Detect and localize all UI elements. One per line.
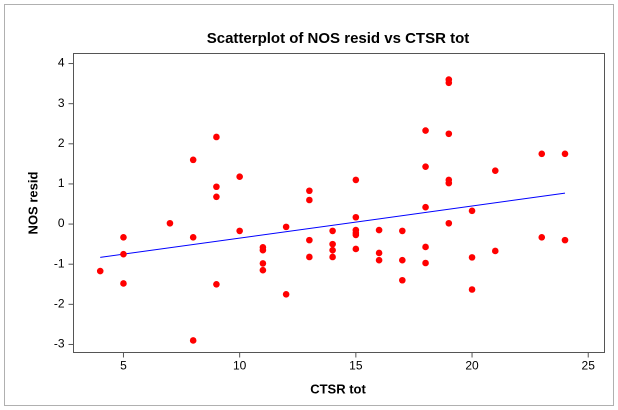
point <box>422 243 429 251</box>
point <box>468 254 476 261</box>
point <box>236 227 243 235</box>
x-tick-label: 5 <box>120 359 127 373</box>
x-axis-label: CTSR tot <box>310 381 366 396</box>
point <box>329 227 336 235</box>
point <box>306 253 313 261</box>
x-tick-label: 20 <box>465 359 479 373</box>
point <box>422 163 429 170</box>
point <box>329 240 336 248</box>
x-tick-label: 10 <box>233 359 247 373</box>
point <box>213 280 220 288</box>
point <box>491 247 499 255</box>
point <box>538 234 546 241</box>
point <box>236 173 243 181</box>
point <box>166 219 174 227</box>
point <box>352 213 360 221</box>
plot-frame <box>73 53 605 353</box>
point <box>399 276 406 284</box>
x-tick-label: 15 <box>349 359 363 373</box>
point <box>375 256 383 264</box>
point <box>282 223 290 231</box>
point <box>422 203 429 211</box>
point <box>491 167 499 174</box>
point <box>306 196 313 204</box>
x-tick-label: 25 <box>582 359 596 373</box>
point <box>352 176 360 184</box>
point <box>120 234 127 241</box>
point <box>306 187 313 195</box>
point <box>306 236 313 244</box>
point <box>422 127 429 134</box>
y-tick-label: 1 <box>58 176 65 190</box>
y-tick-label: 2 <box>58 136 65 150</box>
point <box>120 280 127 287</box>
point <box>422 259 429 267</box>
point <box>213 193 220 201</box>
point <box>213 183 220 191</box>
point <box>96 267 104 275</box>
point <box>213 133 220 141</box>
point <box>375 249 383 257</box>
point <box>399 227 406 235</box>
point <box>561 236 569 244</box>
point <box>538 150 546 158</box>
point <box>259 246 267 254</box>
point <box>329 246 336 254</box>
y-tick-label: -2 <box>54 297 65 311</box>
fit-line <box>100 192 566 258</box>
y-axis-label: NOS resid <box>25 172 40 235</box>
y-tick-label: 4 <box>58 56 65 70</box>
point <box>399 256 406 264</box>
point <box>445 179 453 187</box>
y-tick-label: 0 <box>58 216 65 230</box>
point <box>259 260 267 267</box>
point <box>329 253 336 261</box>
point <box>561 150 569 158</box>
point <box>120 250 127 258</box>
point <box>189 337 197 344</box>
y-tick-label: -1 <box>54 256 65 270</box>
y-tick-label: -3 <box>54 337 65 351</box>
point <box>375 226 383 234</box>
point <box>189 156 197 164</box>
point <box>259 266 267 274</box>
point <box>189 234 197 241</box>
point <box>445 219 453 227</box>
chart-title: Scatterplot of NOS resid vs CTSR tot <box>207 30 470 47</box>
y-tick-label: 3 <box>58 96 65 110</box>
point <box>282 291 290 298</box>
point <box>352 231 360 239</box>
point <box>445 79 453 87</box>
point <box>352 245 360 253</box>
point <box>468 207 476 215</box>
point <box>468 286 476 293</box>
point <box>445 130 453 138</box>
